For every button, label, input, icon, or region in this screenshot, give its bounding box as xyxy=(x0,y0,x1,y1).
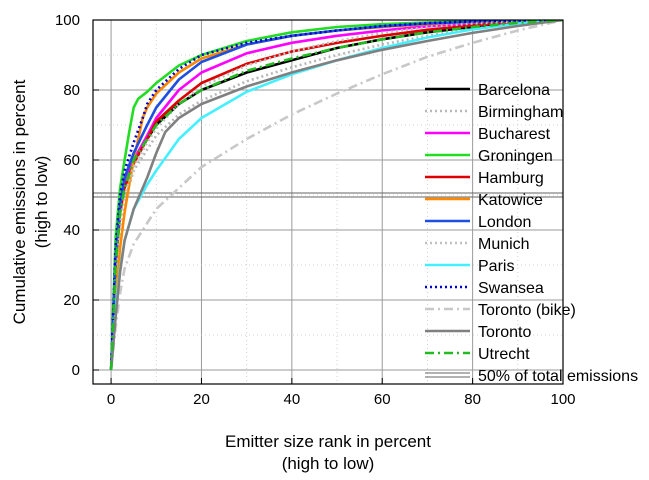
x-tick-label: 0 xyxy=(107,391,115,408)
legend-label: Utrecht xyxy=(478,346,530,363)
legend-label: Munich xyxy=(478,236,530,253)
axes: 0 20 40 60 80 100 0 20 40 60 80 100 xyxy=(55,12,576,408)
series-line-birmingham xyxy=(109,20,563,371)
series-group xyxy=(109,20,563,371)
y-axis-label-line2: (high to low) xyxy=(32,156,51,249)
legend-label: Barcelona xyxy=(478,82,550,99)
series-line-toronto-bike xyxy=(109,20,563,371)
x-tick-label: 60 xyxy=(374,391,391,408)
legend-label: Birmingham xyxy=(478,104,563,121)
legend-label: London xyxy=(478,214,531,231)
legend-label: Toronto xyxy=(478,324,531,341)
legend-label: Bucharest xyxy=(478,126,551,143)
axis-labels: Emitter size rank in percent (high to lo… xyxy=(10,79,431,473)
legend-label: Groningen xyxy=(478,148,553,165)
y-tick-label: 100 xyxy=(55,12,80,29)
series-line-utrecht xyxy=(109,20,563,371)
y-tick-label: 0 xyxy=(72,362,80,379)
series-line-swansea xyxy=(109,20,563,371)
plot-frame xyxy=(92,19,564,385)
legend-label: 50% of total emissions xyxy=(478,368,638,385)
series-line-munich xyxy=(109,20,563,371)
x-tick-label: 40 xyxy=(284,391,301,408)
legend-label: Paris xyxy=(478,258,514,275)
legend-label: Swansea xyxy=(478,280,544,297)
x-tick-label: 20 xyxy=(193,391,210,408)
legend-label: Katowice xyxy=(478,192,543,209)
y-tick-label: 20 xyxy=(63,292,80,309)
x-axis-label-line1: Emitter size rank in percent xyxy=(225,432,431,451)
y-axis-label-line1: Cumulative emissions in percent xyxy=(10,79,29,324)
y-tick-label: 80 xyxy=(63,82,80,99)
legend: Barcelona Birmingham Bucharest Groningen Ham… xyxy=(425,82,638,385)
reference-line-group xyxy=(93,192,563,198)
y-tick-label: 60 xyxy=(63,152,80,169)
x-tick-label: 100 xyxy=(550,391,575,408)
x-tick-label: 80 xyxy=(464,391,481,408)
legend-label: Hamburg xyxy=(478,170,544,187)
legend-label: Toronto (bike) xyxy=(478,302,576,319)
series-line-toronto xyxy=(109,20,563,371)
series-line-london xyxy=(109,20,563,371)
y-tick-label: 40 xyxy=(63,222,80,239)
x-axis-label-line2: (high to low) xyxy=(282,454,375,473)
